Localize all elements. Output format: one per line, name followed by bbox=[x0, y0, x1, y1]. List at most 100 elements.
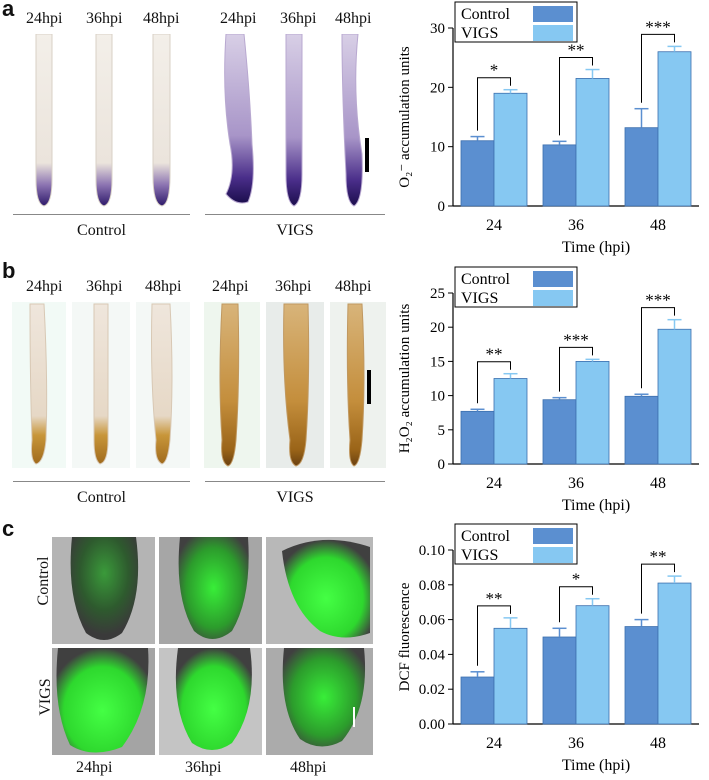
significance-bracket bbox=[559, 586, 593, 623]
x-tick-label: 48 bbox=[650, 735, 666, 752]
bar bbox=[542, 144, 577, 207]
y-tick-label: 10 bbox=[430, 389, 445, 405]
bar bbox=[575, 361, 610, 465]
x-tick-label: 24 bbox=[486, 475, 502, 492]
x-axis-label: Time (hpi) bbox=[562, 757, 630, 774]
legend-swatch bbox=[533, 271, 573, 287]
y-axis-label: H₂O₂ accumulation units bbox=[397, 304, 413, 454]
x-axis-label: Time (hpi) bbox=[562, 497, 630, 514]
root-image bbox=[341, 34, 363, 207]
group-label-control: Control bbox=[77, 489, 126, 506]
y-tick-label: 0 bbox=[438, 457, 446, 473]
time-label: 48hpi bbox=[290, 759, 327, 776]
dcf-fluorescence-micrographs bbox=[52, 537, 373, 755]
legend-swatch bbox=[533, 547, 573, 563]
bar bbox=[542, 636, 577, 725]
y-axis-label: O₂⁻ accumulation units bbox=[397, 46, 413, 188]
group-underline bbox=[13, 481, 190, 482]
scale-bar bbox=[367, 370, 371, 404]
bar bbox=[624, 127, 659, 207]
bar bbox=[657, 328, 692, 465]
root-image bbox=[93, 303, 109, 465]
time-label: 24hpi bbox=[76, 759, 113, 776]
root-image bbox=[346, 303, 365, 467]
significance-bracket bbox=[559, 57, 593, 136]
y-tick-label: 0.06 bbox=[419, 613, 446, 629]
root-tip-image bbox=[282, 648, 366, 747]
legend-label: VIGS bbox=[461, 25, 498, 42]
bar bbox=[493, 92, 528, 207]
legend-label: VIGS bbox=[461, 290, 498, 307]
y-tick-label: 15 bbox=[430, 354, 445, 370]
legend-swatch bbox=[533, 290, 573, 306]
y-tick-label: 0.04 bbox=[419, 647, 446, 663]
legend-swatch bbox=[533, 528, 573, 544]
time-label: 48hpi bbox=[145, 278, 182, 295]
bar bbox=[542, 399, 577, 465]
root-image bbox=[35, 34, 53, 207]
row-label-control: Control bbox=[35, 556, 52, 606]
o2-accumulation-chart: 0 10 20 30 * 24 ** 36 *** 48 Time (hpi) O₂⁻ accumul… bbox=[397, 1, 699, 256]
bar bbox=[460, 676, 495, 725]
bar bbox=[460, 140, 495, 207]
legend-swatch bbox=[533, 6, 573, 22]
significance-bracket bbox=[641, 307, 675, 389]
x-tick-label: 36 bbox=[568, 217, 584, 234]
significance-label: * bbox=[572, 570, 581, 589]
bar bbox=[575, 605, 610, 725]
y-tick-label: 0.02 bbox=[419, 682, 445, 698]
x-tick-label: 24 bbox=[486, 217, 502, 234]
panel-letter-b: b bbox=[2, 258, 16, 283]
root-tip-image bbox=[56, 648, 149, 753]
root-image bbox=[224, 34, 254, 204]
root-tip-image bbox=[70, 537, 139, 640]
dcf-fluorescence-chart: 0.00 0.02 0.04 0.06 0.08 0.10 ** 24 * 36 ** 48 Time … bbox=[397, 523, 699, 774]
x-tick-label: 36 bbox=[568, 735, 584, 752]
legend-label: VIGS bbox=[461, 547, 498, 564]
bar bbox=[493, 378, 528, 465]
panel-letter-a: a bbox=[2, 0, 15, 21]
x-tick-label: 48 bbox=[650, 475, 666, 492]
y-tick-label: 10 bbox=[430, 140, 445, 156]
y-tick-label: 20 bbox=[430, 80, 445, 96]
significance-label: *** bbox=[645, 291, 671, 310]
root-image bbox=[283, 303, 310, 467]
root-tip-image bbox=[175, 648, 252, 750]
significance-bracket bbox=[477, 605, 511, 666]
significance-bracket bbox=[641, 563, 675, 614]
legend-label: Control bbox=[461, 271, 510, 288]
h2o2-accumulation-chart: 0 5 10 15 20 25 ** 24 *** 36 *** 48 Time (hpi) H₂O₂ a… bbox=[397, 266, 699, 514]
nbt-root-photos bbox=[35, 34, 369, 207]
x-tick-label: 48 bbox=[650, 217, 666, 234]
x-axis-label: Time (hpi) bbox=[562, 239, 630, 256]
significance-label: ** bbox=[486, 589, 503, 608]
root-image bbox=[152, 34, 171, 207]
group-label-control: Control bbox=[77, 222, 126, 239]
significance-label: ** bbox=[650, 547, 667, 566]
root-image bbox=[29, 303, 48, 465]
group-underline bbox=[205, 214, 385, 215]
y-tick-label: 5 bbox=[438, 423, 446, 439]
time-label: 36hpi bbox=[275, 278, 312, 295]
bar bbox=[624, 395, 659, 465]
bar bbox=[575, 78, 610, 207]
y-axis-label: DCF fluorescence bbox=[397, 582, 413, 691]
bar bbox=[460, 410, 495, 465]
y-tick-label: 0.08 bbox=[419, 578, 445, 594]
root-image bbox=[95, 34, 113, 207]
group-underline bbox=[205, 481, 385, 482]
time-label: 24hpi bbox=[220, 10, 257, 27]
time-label: 48hpi bbox=[335, 278, 372, 295]
bar bbox=[493, 627, 528, 725]
legend-swatch bbox=[533, 25, 573, 41]
legend-label: Control bbox=[461, 6, 510, 23]
significance-label: ** bbox=[486, 345, 503, 364]
group-underline bbox=[13, 214, 190, 215]
bar bbox=[657, 582, 692, 725]
group-label-vigs: VIGS bbox=[276, 489, 314, 506]
y-tick-label: 20 bbox=[430, 320, 445, 336]
bar bbox=[657, 51, 692, 207]
significance-bracket bbox=[477, 361, 511, 404]
significance-label: * bbox=[490, 61, 499, 80]
significance-bracket bbox=[559, 346, 593, 392]
